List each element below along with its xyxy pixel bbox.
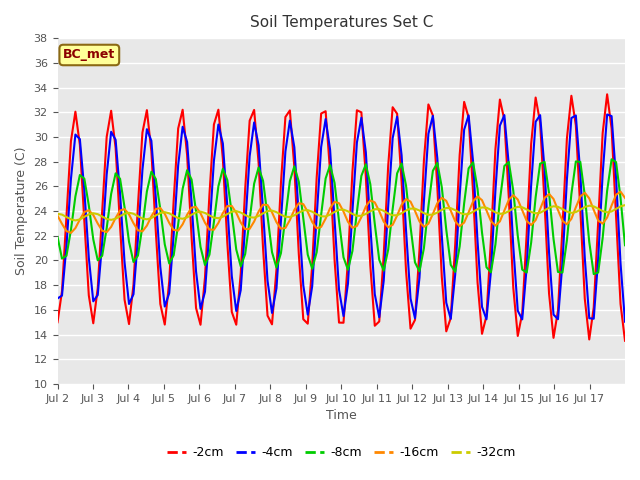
Text: BC_met: BC_met	[63, 48, 115, 61]
-32cm	[599, 208, 607, 214]
-2cm	[286, 108, 294, 113]
-4cm	[54, 296, 61, 301]
-2cm	[604, 92, 611, 97]
-16cm	[54, 213, 61, 218]
-16cm	[353, 223, 361, 229]
-4cm	[349, 209, 356, 215]
-32cm	[545, 205, 553, 211]
-8cm	[541, 159, 548, 165]
-4cm	[621, 319, 629, 324]
-16cm	[599, 221, 607, 227]
-32cm	[72, 217, 79, 223]
-32cm	[353, 213, 361, 219]
-2cm	[621, 338, 629, 344]
Line: -8cm: -8cm	[58, 159, 625, 274]
-2cm	[264, 313, 271, 319]
-16cm	[67, 230, 75, 236]
Y-axis label: Soil Temperature (C): Soil Temperature (C)	[15, 147, 28, 276]
-32cm	[621, 202, 629, 208]
-32cm	[268, 208, 276, 214]
-8cm	[621, 242, 629, 248]
-16cm	[291, 207, 298, 213]
Line: -4cm: -4cm	[58, 115, 625, 322]
-16cm	[621, 195, 629, 201]
X-axis label: Time: Time	[326, 409, 356, 422]
-4cm	[264, 278, 271, 284]
-8cm	[286, 178, 294, 184]
-2cm	[541, 201, 548, 207]
-2cm	[192, 305, 200, 311]
-8cm	[54, 234, 61, 240]
Line: -16cm: -16cm	[58, 192, 625, 233]
-32cm	[54, 211, 61, 216]
-4cm	[286, 118, 294, 123]
-4cm	[192, 269, 200, 275]
Line: -2cm: -2cm	[58, 95, 625, 341]
-2cm	[54, 319, 61, 325]
-16cm	[545, 191, 553, 197]
Line: -32cm: -32cm	[58, 205, 625, 220]
-8cm	[608, 156, 616, 162]
-8cm	[192, 208, 200, 214]
-16cm	[196, 210, 204, 216]
-32cm	[196, 209, 204, 215]
-32cm	[291, 213, 298, 218]
-8cm	[264, 213, 271, 219]
-16cm	[268, 209, 276, 215]
-2cm	[595, 219, 602, 225]
Title: Soil Temperatures Set C: Soil Temperatures Set C	[250, 15, 433, 30]
-16cm	[617, 189, 625, 194]
-8cm	[599, 235, 607, 241]
-4cm	[541, 167, 548, 172]
-4cm	[604, 112, 611, 118]
Legend: -2cm, -4cm, -8cm, -16cm, -32cm: -2cm, -4cm, -8cm, -16cm, -32cm	[162, 441, 520, 464]
-8cm	[349, 248, 356, 254]
-8cm	[590, 271, 598, 277]
-2cm	[349, 169, 356, 175]
-4cm	[595, 256, 602, 262]
